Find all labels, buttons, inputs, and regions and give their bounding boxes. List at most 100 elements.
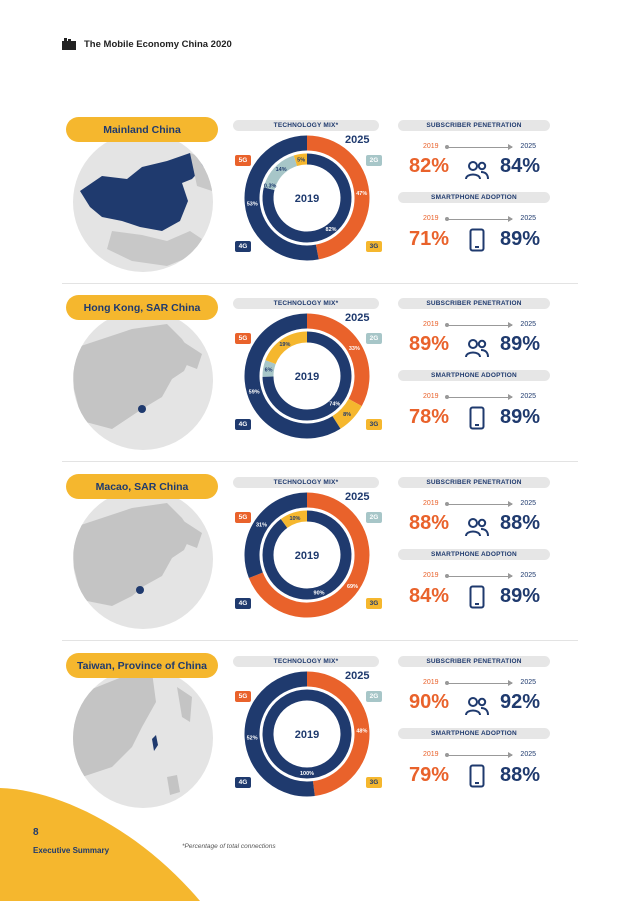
smartphone-icon: [469, 406, 485, 435]
smartphone-year-row: 2019 2025: [423, 215, 536, 225]
year-start: 2019: [423, 215, 439, 222]
smartphone-icon: [469, 585, 485, 614]
technology-mix-donut: 48% 52% 100% 2019: [244, 671, 370, 797]
year-end: 2025: [520, 679, 536, 686]
arrow-icon: [445, 752, 513, 758]
outer-ring-label-5g: 33%: [349, 346, 360, 352]
arrow-icon: [445, 144, 513, 150]
logo-icon: [62, 38, 76, 50]
tag-5g: 5G: [235, 512, 251, 523]
tag-2g: 2G: [366, 155, 382, 166]
inner-ring-year: 2019: [295, 193, 319, 205]
smartphone-2025-value: 89%: [500, 406, 541, 428]
smartphone-adoption-heading: SMARTPHONE ADOPTION: [398, 728, 550, 739]
smartphone-2019-value: 71%: [409, 228, 450, 250]
arrow-icon: [445, 680, 513, 686]
year-end: 2025: [520, 500, 536, 507]
arrow-icon: [445, 394, 513, 400]
region-name: Mainland China: [66, 117, 218, 142]
technology-mix-donut: 69% 31% 90% 10% 2019: [244, 492, 370, 618]
smartphone-year-row: 2019 2025: [423, 572, 536, 582]
year-end: 2025: [520, 393, 536, 400]
region-section: Hong Kong, SAR China TECHNOLOGY MIX* 5G …: [0, 295, 640, 465]
year-end: 2025: [520, 215, 536, 222]
tag-5g: 5G: [235, 333, 251, 344]
subscriber-year-row: 2019 2025: [423, 143, 536, 153]
outer-ring-year: 2025: [345, 670, 370, 682]
technology-mix-donut: 47% 53% 82% 0.3% 14% 5% 2019: [244, 135, 370, 261]
subscriber-penetration-heading: SUBSCRIBER PENETRATION: [398, 656, 550, 667]
inner-ring-segment-4g: [262, 510, 352, 600]
tag-2g: 2G: [366, 333, 382, 344]
smartphone-adoption-heading: SMARTPHONE ADOPTION: [398, 370, 550, 381]
region-map: [73, 310, 213, 450]
inner-ring-segment-3g: [293, 153, 308, 167]
inner-ring-segment-4g: [262, 689, 352, 779]
year-start: 2019: [423, 679, 439, 686]
inner-ring-label-3g: 10%: [289, 516, 300, 522]
tag-3g: 3G: [366, 241, 382, 252]
year-start: 2019: [423, 572, 439, 579]
tag-2g: 2G: [366, 512, 382, 523]
inner-ring-segment-3g: [280, 510, 308, 529]
subscriber-2025-value: 88%: [500, 512, 541, 534]
outer-ring-segment-4g: [244, 492, 308, 579]
arrow-icon: [445, 322, 513, 328]
technology-mix-heading: TECHNOLOGY MIX*: [233, 298, 379, 309]
region-map: [73, 489, 213, 629]
tag-3g: 3G: [366, 419, 382, 430]
location-marker: [152, 735, 158, 751]
technology-mix-donut: 33% 8% 59% 74% 6% 19% 2019: [244, 313, 370, 439]
tag-4g: 4G: [235, 419, 251, 430]
location-marker: [138, 405, 146, 413]
subscriber-year-row: 2019 2025: [423, 500, 536, 510]
inner-ring-label-3g: 5%: [297, 158, 305, 164]
tag-4g: 4G: [235, 777, 251, 788]
outer-ring-label-5g: 69%: [347, 584, 358, 590]
smartphone-adoption-heading: SMARTPHONE ADOPTION: [398, 192, 550, 203]
outer-ring-segment-5g: [306, 313, 370, 407]
technology-mix-heading: TECHNOLOGY MIX*: [233, 656, 379, 667]
inner-ring-segment-4g: [262, 153, 352, 243]
smartphone-2019-value: 78%: [409, 406, 450, 428]
outer-ring-year: 2025: [345, 491, 370, 503]
inner-ring-label-3g: 19%: [279, 342, 290, 348]
year-start: 2019: [423, 393, 439, 400]
inner-ring-label-2g: 6%: [265, 367, 273, 373]
inner-ring-label-4g: 74%: [329, 402, 340, 408]
page-number: 8: [33, 827, 39, 838]
smartphone-2019-value: 84%: [409, 585, 450, 607]
outer-ring-label-4g: 52%: [247, 736, 258, 742]
inner-ring-label-4g: 100%: [300, 771, 314, 777]
technology-mix-heading: TECHNOLOGY MIX*: [233, 120, 379, 131]
tag-3g: 3G: [366, 598, 382, 609]
smartphone-year-row: 2019 2025: [423, 393, 536, 403]
people-icon: [464, 696, 490, 721]
smartphone-year-row: 2019 2025: [423, 751, 536, 761]
tag-4g: 4G: [235, 241, 251, 252]
section-label: Executive Summary: [33, 846, 110, 855]
smartphone-2025-value: 88%: [500, 764, 541, 786]
outer-ring-year: 2025: [345, 312, 370, 324]
smartphone-icon: [469, 764, 485, 793]
outer-ring-segment-4g: [244, 671, 315, 797]
smartphone-adoption-heading: SMARTPHONE ADOPTION: [398, 549, 550, 560]
subscriber-2019-value: 82%: [409, 155, 450, 177]
region-map: [73, 668, 213, 808]
subscriber-year-row: 2019 2025: [423, 321, 536, 331]
region-name: Hong Kong, SAR China: [66, 295, 218, 320]
smartphone-2025-value: 89%: [500, 585, 541, 607]
inner-ring-year: 2019: [295, 371, 319, 383]
people-icon: [464, 338, 490, 363]
subscriber-penetration-heading: SUBSCRIBER PENETRATION: [398, 120, 550, 131]
section-divider: [62, 283, 578, 284]
subscriber-2025-value: 89%: [500, 333, 541, 355]
inner-ring-label-4g: 82%: [326, 227, 337, 233]
region-map: [73, 132, 213, 272]
year-start: 2019: [423, 321, 439, 328]
footer-decoration: [0, 788, 200, 901]
inner-ring-label-4g: 90%: [314, 590, 325, 596]
subscriber-2019-value: 88%: [409, 512, 450, 534]
inner-ring-year: 2019: [295, 729, 319, 741]
smartphone-2019-value: 79%: [409, 764, 450, 786]
